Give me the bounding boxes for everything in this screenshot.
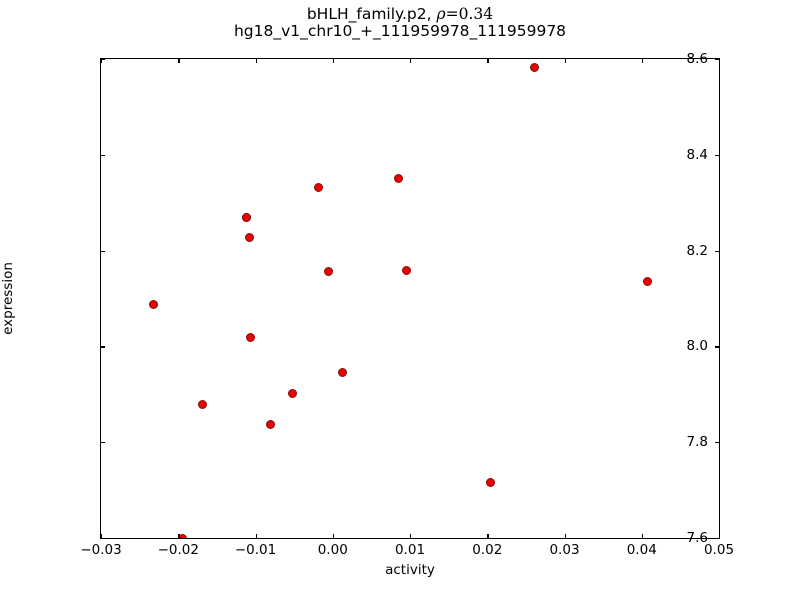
data-point [485,478,495,488]
chart-title-dataset-label: bHLH_family.p2, [306,5,437,23]
y-axis-tick-label: 7.8 [686,434,708,451]
rho-symbol: ρ [436,5,446,23]
y-axis-tick [100,442,105,444]
x-axis-tick-top [564,58,566,63]
x-axis-tick-label: 0.00 [317,542,348,558]
y-axis-tick-right [715,154,720,157]
x-axis-tick-top [101,58,103,63]
y-axis-tick-label: 8.6 [686,51,708,67]
x-axis-tick [101,534,103,539]
data-point [401,266,411,276]
rho-value: 0.34 [458,5,494,23]
data-point [198,400,208,410]
y-axis-tick-label: 8.4 [686,146,708,163]
y-axis-tick-right [715,346,720,348]
y-axis-tick-right [715,538,720,540]
data-point [313,183,323,193]
data-point [393,174,403,184]
x-axis-tick-label: 0.01 [394,542,426,558]
chart-title: bHLH_family.p2, ρ=0.34 hg18_v1_chr10_+_1… [0,6,800,39]
x-axis-tick [641,534,644,539]
x-axis-tick [487,534,489,539]
y-axis-tick-label: 8.0 [686,338,708,355]
chart-title-line-1: bHLH_family.p2, ρ=0.34 [0,6,800,23]
x-axis-label: activity [385,562,435,578]
x-axis-tick [178,534,180,539]
x-axis-tick [410,534,412,539]
x-axis-tick [332,534,335,539]
x-axis-tick-label: −0.03 [80,542,122,558]
data-point [643,277,653,287]
x-axis-tick-label: −0.02 [157,542,199,558]
rho-equals-sign: = [445,5,459,23]
data-point [323,266,333,276]
x-axis-tick-label: 0.05 [703,542,735,558]
y-axis-label: expression [0,262,16,335]
x-axis-tick-label: 0.04 [626,542,657,558]
x-axis-tick-top [641,58,644,63]
data-point [244,232,254,242]
x-axis-tick [564,534,566,539]
data-point [149,299,159,309]
x-axis-tick [255,534,257,539]
y-axis-tick [100,59,105,61]
chart-title-line-2: hg18_v1_chr10_+_111959978_111959978 [233,21,567,40]
x-axis-tick-top [255,58,257,63]
data-point [529,62,539,72]
data-point [246,333,256,343]
y-axis-tick-label: 7.6 [686,530,708,546]
y-axis-tick [100,346,105,348]
x-axis-tick-top [332,58,335,63]
x-axis-tick-top [487,58,489,63]
x-axis-tick [719,534,721,539]
y-axis-tick-label: 8.2 [686,242,708,259]
data-point [177,533,187,538]
x-axis-tick-top [178,58,180,63]
data-point [266,420,276,430]
x-axis-tick-top [719,58,721,63]
plot-data-area [101,59,719,538]
x-axis-tick-top [410,58,412,63]
y-axis-tick [100,154,105,157]
y-axis-tick [100,250,105,252]
x-axis-tick-label: 0.03 [549,542,580,558]
data-point [288,388,298,398]
plot-axes-frame: −0.03 −0.02 −0.01 0.00 0.01 0.02 0.03 0.04 0.05 7… [80,51,734,558]
y-axis-tick-right [715,442,720,444]
y-axis-tick-right [715,59,720,61]
y-axis-tick [100,538,105,540]
y-axis-tick-right [715,250,720,252]
data-point [241,212,251,222]
data-point [337,368,347,378]
x-axis-tick-label: 0.02 [472,542,503,558]
x-axis-tick-label: −0.01 [234,542,277,558]
